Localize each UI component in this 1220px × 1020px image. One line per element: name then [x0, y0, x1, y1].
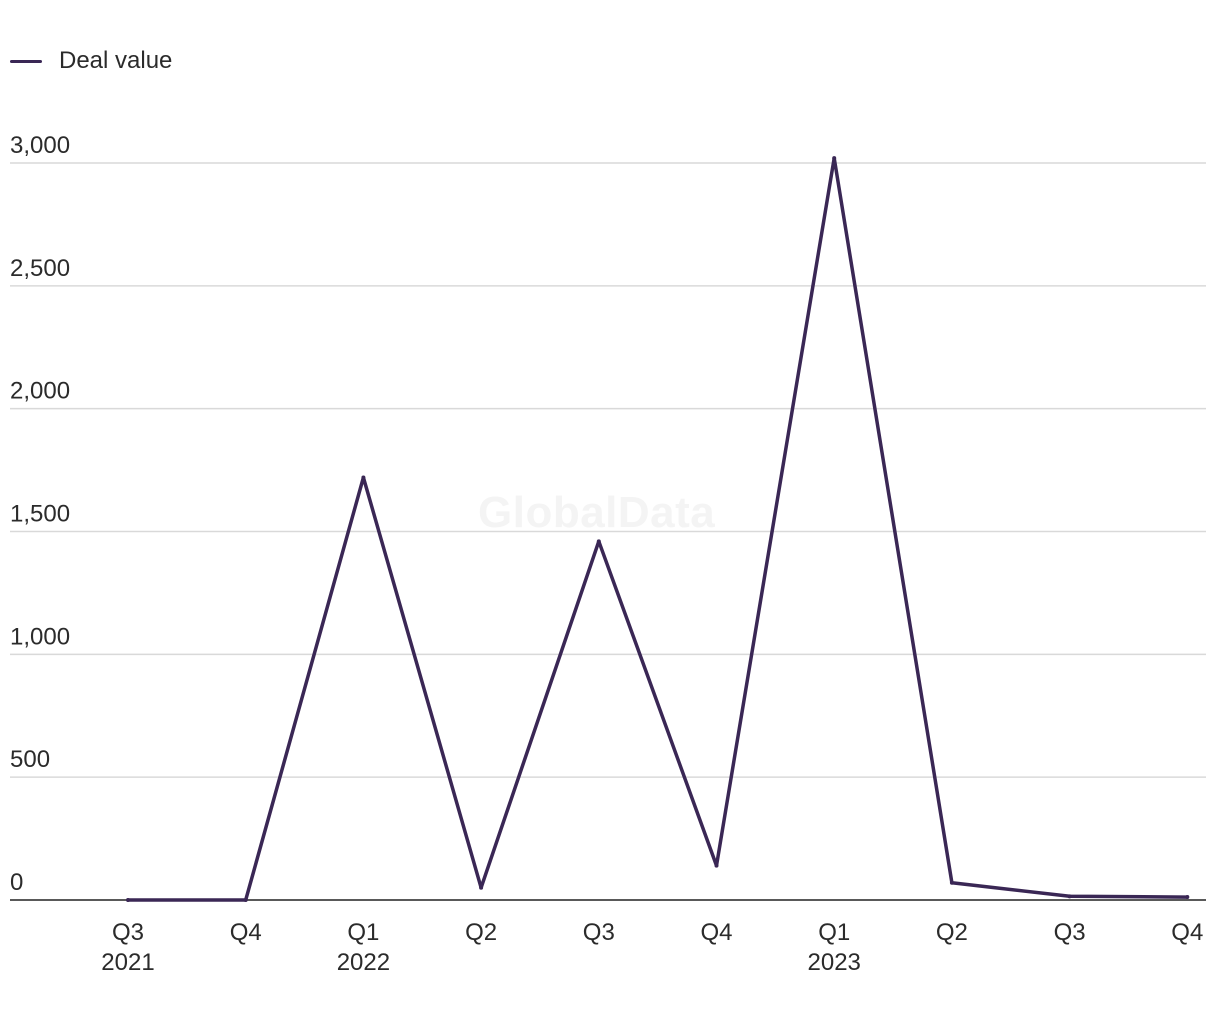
- x-tick-year-label: 2021: [101, 949, 154, 976]
- data-point: [479, 885, 484, 890]
- data-point: [596, 539, 601, 544]
- data-point: [1067, 894, 1072, 899]
- x-tick-label: Q3: [583, 919, 615, 946]
- x-tick-label: Q1: [818, 919, 850, 946]
- y-tick-label: 2,500: [10, 255, 70, 282]
- data-point: [1185, 895, 1190, 900]
- x-tick-label: Q2: [465, 919, 497, 946]
- x-tick-label: Q4: [700, 919, 732, 946]
- data-point: [714, 863, 719, 868]
- series-line-deal-value: [126, 156, 1190, 902]
- y-tick-label: 1,500: [10, 501, 70, 528]
- x-tick-label: Q3: [1054, 919, 1086, 946]
- data-point: [243, 898, 248, 902]
- x-tick-label: Q4: [230, 919, 262, 946]
- x-tick-year-label: 2022: [337, 949, 390, 976]
- y-tick-label: 2,000: [10, 378, 70, 405]
- data-point: [949, 880, 954, 885]
- x-tick-year-label: 2023: [808, 949, 861, 976]
- x-tick-label: Q3: [112, 919, 144, 946]
- y-tick-label: 1,000: [10, 623, 70, 650]
- y-tick-label: 0: [10, 869, 23, 896]
- y-tick-label: 3,000: [10, 132, 70, 159]
- data-point: [361, 475, 366, 480]
- x-tick-label: Q2: [936, 919, 968, 946]
- legend-swatch: [10, 59, 42, 63]
- chart-legend: Deal value: [10, 46, 172, 76]
- data-point: [126, 898, 130, 902]
- y-tick-label: 500: [10, 746, 50, 773]
- x-tick-label: Q4: [1171, 919, 1203, 946]
- data-point: [832, 156, 837, 161]
- watermark: GlobalData: [478, 488, 716, 537]
- x-tick-label: Q1: [347, 919, 379, 946]
- legend-label: Deal value: [59, 47, 173, 74]
